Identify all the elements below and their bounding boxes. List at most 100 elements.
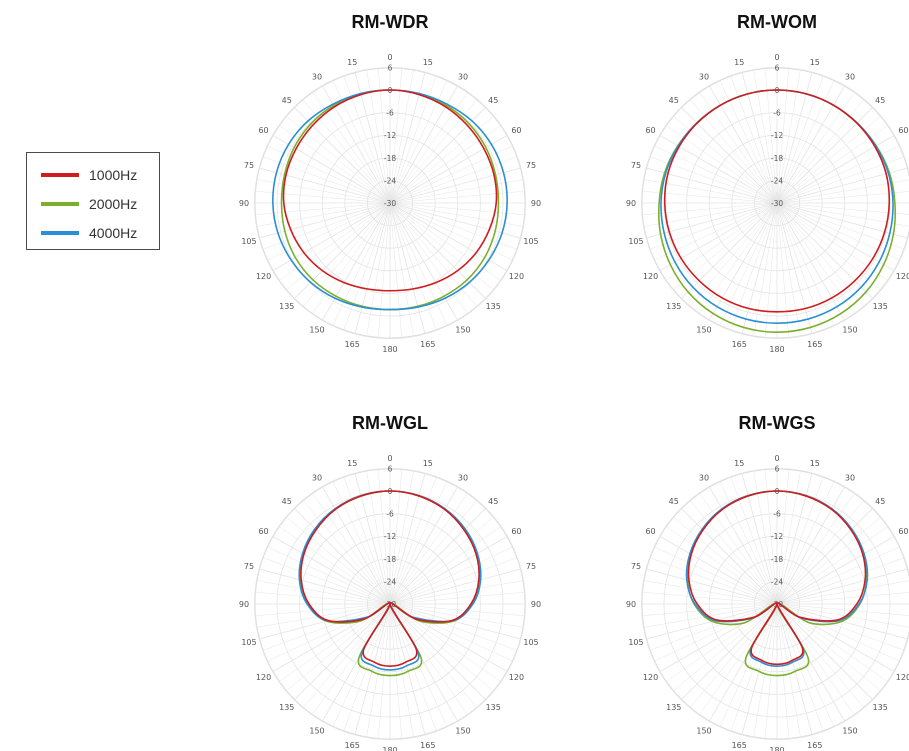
- series-line-4000hz: [660, 89, 894, 324]
- radial-label: -30: [771, 199, 783, 208]
- grid-spoke: [776, 202, 813, 334]
- angle-label: 60: [898, 527, 908, 536]
- grid-spoke: [389, 603, 426, 735]
- grid-spoke: [389, 603, 468, 715]
- angle-label: 150: [455, 726, 470, 735]
- angle-label: 135: [873, 302, 888, 311]
- grid-spoke: [343, 477, 391, 605]
- grid-spoke: [730, 603, 778, 731]
- grid-spoke: [644, 580, 778, 605]
- grid-spoke: [776, 202, 835, 326]
- grid-spoke: [272, 135, 391, 204]
- radial-label: -12: [771, 532, 783, 541]
- angle-label: 75: [526, 562, 536, 571]
- grid-spoke: [646, 202, 778, 239]
- radial-label: -24: [771, 577, 783, 586]
- grid-spoke: [776, 603, 881, 691]
- grid-spoke: [389, 202, 458, 321]
- grid-spoke: [776, 603, 835, 727]
- angle-label: 60: [645, 126, 655, 135]
- grid-spoke: [644, 603, 778, 628]
- grid-spoke: [753, 202, 778, 336]
- grid-spoke: [389, 493, 468, 605]
- grid-spoke: [377, 202, 391, 338]
- angle-label: 45: [669, 497, 679, 506]
- grid-spoke: [389, 603, 525, 617]
- angle-label: 165: [732, 340, 747, 349]
- angle-label: 15: [423, 459, 433, 468]
- grid-spoke: [389, 145, 513, 204]
- grid-spoke: [764, 603, 778, 739]
- grid-spoke: [646, 568, 778, 605]
- grid-spoke: [776, 592, 909, 605]
- grid-spoke: [776, 603, 801, 737]
- grid-spoke: [389, 202, 468, 314]
- grid-spoke: [730, 477, 778, 605]
- grid-spoke: [719, 80, 778, 204]
- grid-spoke: [690, 500, 778, 605]
- grid-spoke: [719, 481, 778, 605]
- grid-spoke: [259, 568, 391, 605]
- grid-spoke: [286, 517, 391, 605]
- grid-spoke: [776, 202, 801, 336]
- angle-label: 15: [423, 58, 433, 67]
- grid-spoke: [776, 477, 824, 605]
- grid-spoke: [776, 526, 888, 605]
- polar-chart-rm-wgs: RM-WGS 0 15 30 45 60 75 90 105 120 135 150 165 180 165…: [626, 413, 909, 751]
- grid-spoke: [776, 486, 845, 605]
- grid-spoke: [659, 536, 778, 605]
- grid-spoke: [389, 477, 437, 605]
- angle-label: 150: [309, 325, 324, 334]
- grid-spoke: [719, 603, 778, 727]
- grid-spoke: [776, 202, 790, 338]
- grid-spoke: [259, 167, 391, 204]
- grid-spoke: [776, 557, 904, 605]
- grid-spoke: [699, 202, 778, 314]
- radial-label: -18: [771, 154, 783, 163]
- grid-spoke: [719, 202, 778, 326]
- grid-spoke: [343, 202, 391, 330]
- angle-label: 165: [732, 741, 747, 750]
- angle-label: 45: [488, 497, 498, 506]
- angle-label: 60: [898, 126, 908, 135]
- grid-spoke: [322, 486, 391, 605]
- radial-label: 6: [388, 63, 393, 72]
- grid-spoke: [673, 202, 778, 290]
- grid-spoke: [776, 568, 908, 605]
- legend-swatch-2000hz: [41, 202, 79, 206]
- radial-label: -6: [386, 510, 394, 519]
- grid-ring: [641, 468, 909, 740]
- radial-label: -24: [771, 176, 783, 185]
- radial-label: -12: [384, 532, 396, 541]
- angle-label: 45: [488, 96, 498, 105]
- angle-label: 105: [523, 638, 538, 647]
- grid-spoke: [366, 603, 391, 737]
- grid-spoke: [366, 202, 391, 336]
- grid-spoke: [776, 603, 904, 651]
- grid-spoke: [279, 202, 391, 281]
- grid-spoke: [730, 202, 778, 330]
- angle-label: 120: [509, 272, 524, 281]
- grid-spoke: [294, 508, 391, 605]
- grid-spoke: [753, 603, 778, 737]
- angle-label: 15: [810, 459, 820, 468]
- legend-item-1000hz: 1000Hz: [41, 165, 137, 185]
- grid-spoke: [776, 603, 888, 682]
- grid-spoke: [259, 202, 391, 239]
- grid-spoke: [303, 603, 391, 708]
- grid-spoke: [389, 202, 517, 250]
- grid-spoke: [681, 202, 778, 299]
- series-line-4000hz: [685, 490, 869, 667]
- grid-spoke: [699, 603, 778, 715]
- grid-spoke: [389, 202, 426, 334]
- grid-spoke: [257, 179, 391, 204]
- angle-label: 0: [387, 53, 392, 62]
- angle-label: 180: [382, 345, 397, 354]
- grid-spoke: [776, 603, 824, 731]
- radial-label: 6: [775, 464, 780, 473]
- grid-spoke: [709, 486, 778, 605]
- series-line-4000hz: [272, 89, 508, 311]
- angle-label: 0: [774, 454, 779, 463]
- angle-label: 165: [345, 741, 360, 750]
- angle-label: 165: [420, 741, 435, 750]
